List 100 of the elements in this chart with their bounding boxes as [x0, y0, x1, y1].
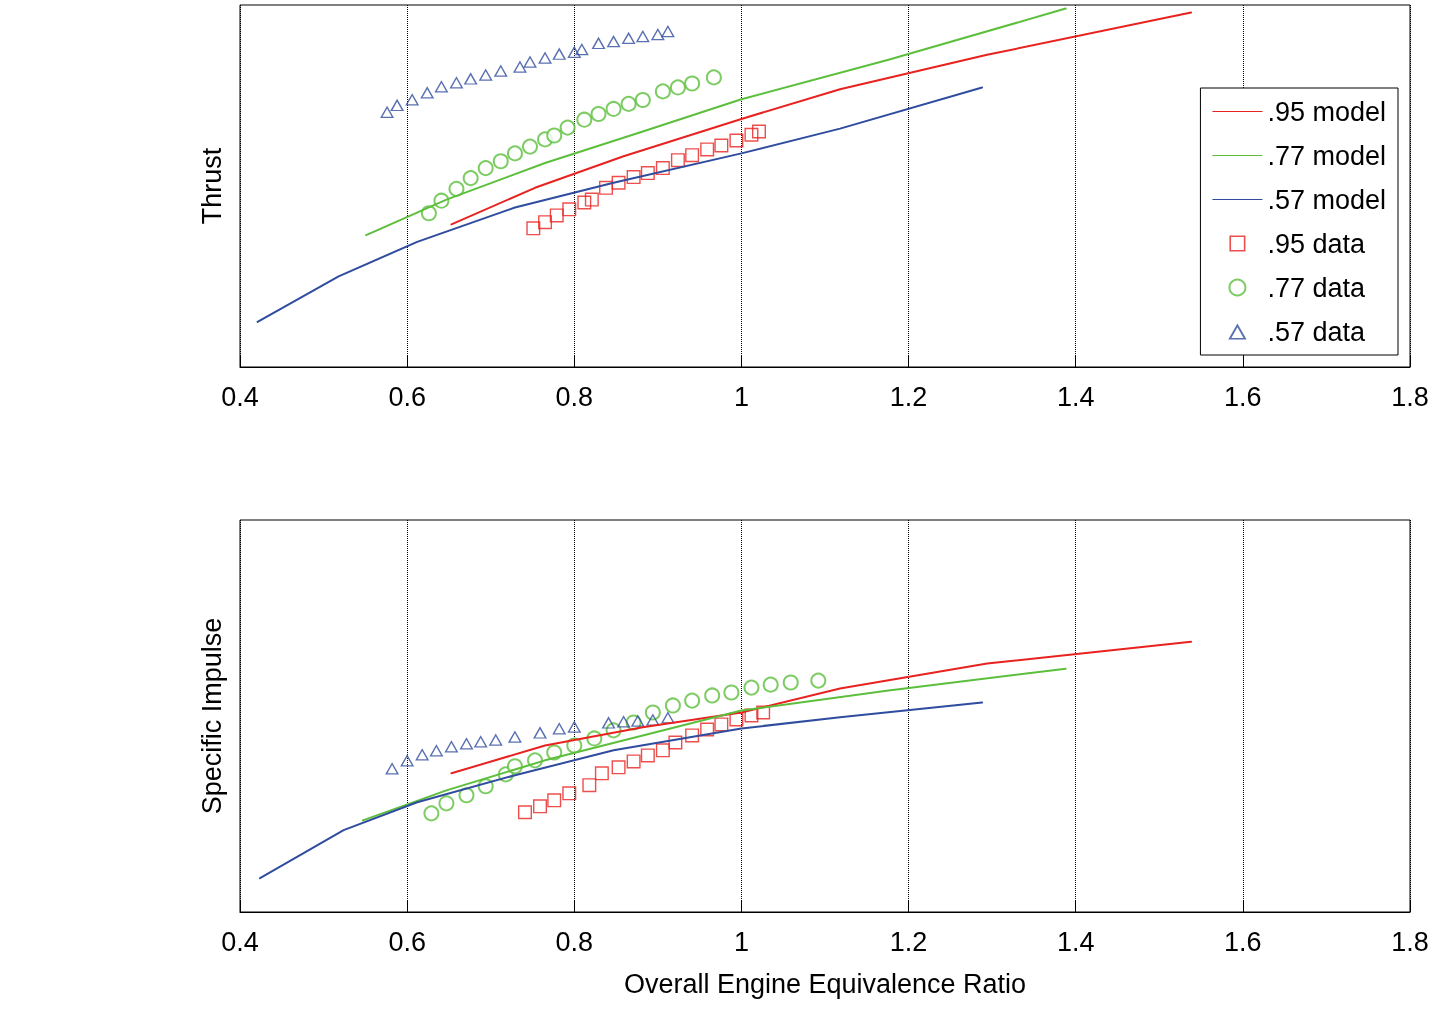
point — [611, 175, 626, 190]
x-tick-label: 0.4 — [221, 926, 259, 957]
point — [704, 687, 721, 704]
point — [664, 697, 681, 714]
point — [522, 138, 538, 155]
x-tick-label: 1.6 — [1224, 926, 1262, 957]
point — [582, 778, 597, 793]
point — [630, 714, 645, 727]
y-axis-title: Thrust — [196, 147, 227, 225]
point — [621, 31, 636, 45]
x-tick-label: 1.8 — [1391, 926, 1429, 957]
point — [463, 72, 478, 85]
point — [782, 674, 799, 691]
point — [591, 36, 606, 50]
point — [567, 720, 582, 733]
point — [584, 192, 599, 207]
point — [522, 55, 537, 68]
legend-label: .77 data — [1267, 272, 1366, 303]
point — [751, 124, 766, 139]
point — [547, 793, 562, 808]
x-tick-label: 1.2 — [889, 926, 928, 957]
point — [605, 100, 622, 117]
point — [438, 795, 455, 812]
point — [434, 80, 449, 93]
point — [660, 25, 675, 38]
x-tick-label: 1.2 — [889, 381, 928, 412]
point — [552, 47, 567, 60]
point — [420, 86, 435, 99]
legend-label: .95 model — [1267, 96, 1386, 127]
x-tick-label: 1.4 — [1056, 926, 1095, 957]
point — [714, 138, 729, 153]
point — [562, 202, 577, 217]
point — [512, 60, 527, 73]
point — [576, 111, 593, 128]
point — [594, 766, 609, 781]
point — [743, 679, 760, 696]
point — [458, 787, 475, 804]
point — [668, 735, 683, 750]
point — [644, 704, 661, 721]
x-tick-label: 1.8 — [1391, 381, 1429, 412]
point — [492, 153, 509, 170]
point — [429, 744, 444, 757]
point — [601, 716, 616, 729]
point — [538, 51, 553, 64]
point — [488, 733, 503, 746]
point — [390, 98, 405, 112]
legend-label: .57 model — [1267, 184, 1386, 215]
x-tick-label: 1.4 — [1056, 381, 1095, 412]
x-tick-label: 0.6 — [388, 381, 426, 412]
point — [380, 105, 395, 118]
point — [415, 748, 430, 761]
point — [616, 715, 631, 728]
point — [685, 148, 700, 163]
x-tick-label: 1 — [733, 926, 749, 957]
point — [385, 762, 400, 775]
point — [810, 672, 827, 689]
x-tick-label: 1.6 — [1224, 381, 1262, 412]
x-tick-label: 0.6 — [388, 926, 426, 957]
point — [634, 91, 651, 108]
point — [590, 105, 607, 122]
point — [723, 684, 740, 701]
point — [552, 722, 567, 735]
point — [546, 127, 563, 144]
point — [517, 805, 532, 820]
point — [533, 799, 548, 814]
x-tick-label: 1 — [733, 381, 749, 412]
point — [654, 83, 671, 100]
point — [640, 748, 655, 763]
point — [577, 195, 592, 210]
legend-label: .77 model — [1267, 140, 1386, 171]
point — [744, 127, 759, 142]
point — [526, 221, 541, 236]
point — [705, 69, 722, 86]
point — [449, 76, 464, 89]
point — [448, 180, 465, 197]
point — [444, 740, 459, 753]
point — [473, 735, 488, 748]
point — [574, 42, 589, 56]
point — [462, 170, 479, 187]
point — [493, 64, 508, 77]
point — [423, 805, 440, 822]
legend-label: .95 data — [1267, 228, 1366, 259]
point — [400, 754, 415, 767]
point — [559, 119, 576, 136]
point — [506, 145, 523, 162]
point — [635, 30, 650, 43]
x-tick-label: 0.4 — [221, 381, 259, 412]
point — [405, 93, 420, 106]
point — [477, 160, 494, 177]
point — [684, 692, 701, 709]
x-axis-title: Overall Engine Equivalence Ratio — [623, 968, 1027, 999]
point — [562, 786, 577, 801]
point — [762, 676, 779, 693]
point — [684, 75, 701, 92]
point — [611, 760, 626, 775]
x-tick-label: 0.8 — [555, 381, 594, 412]
point — [533, 726, 548, 739]
point — [729, 133, 744, 148]
point — [606, 35, 621, 48]
x-tick-label: 0.8 — [555, 926, 594, 957]
